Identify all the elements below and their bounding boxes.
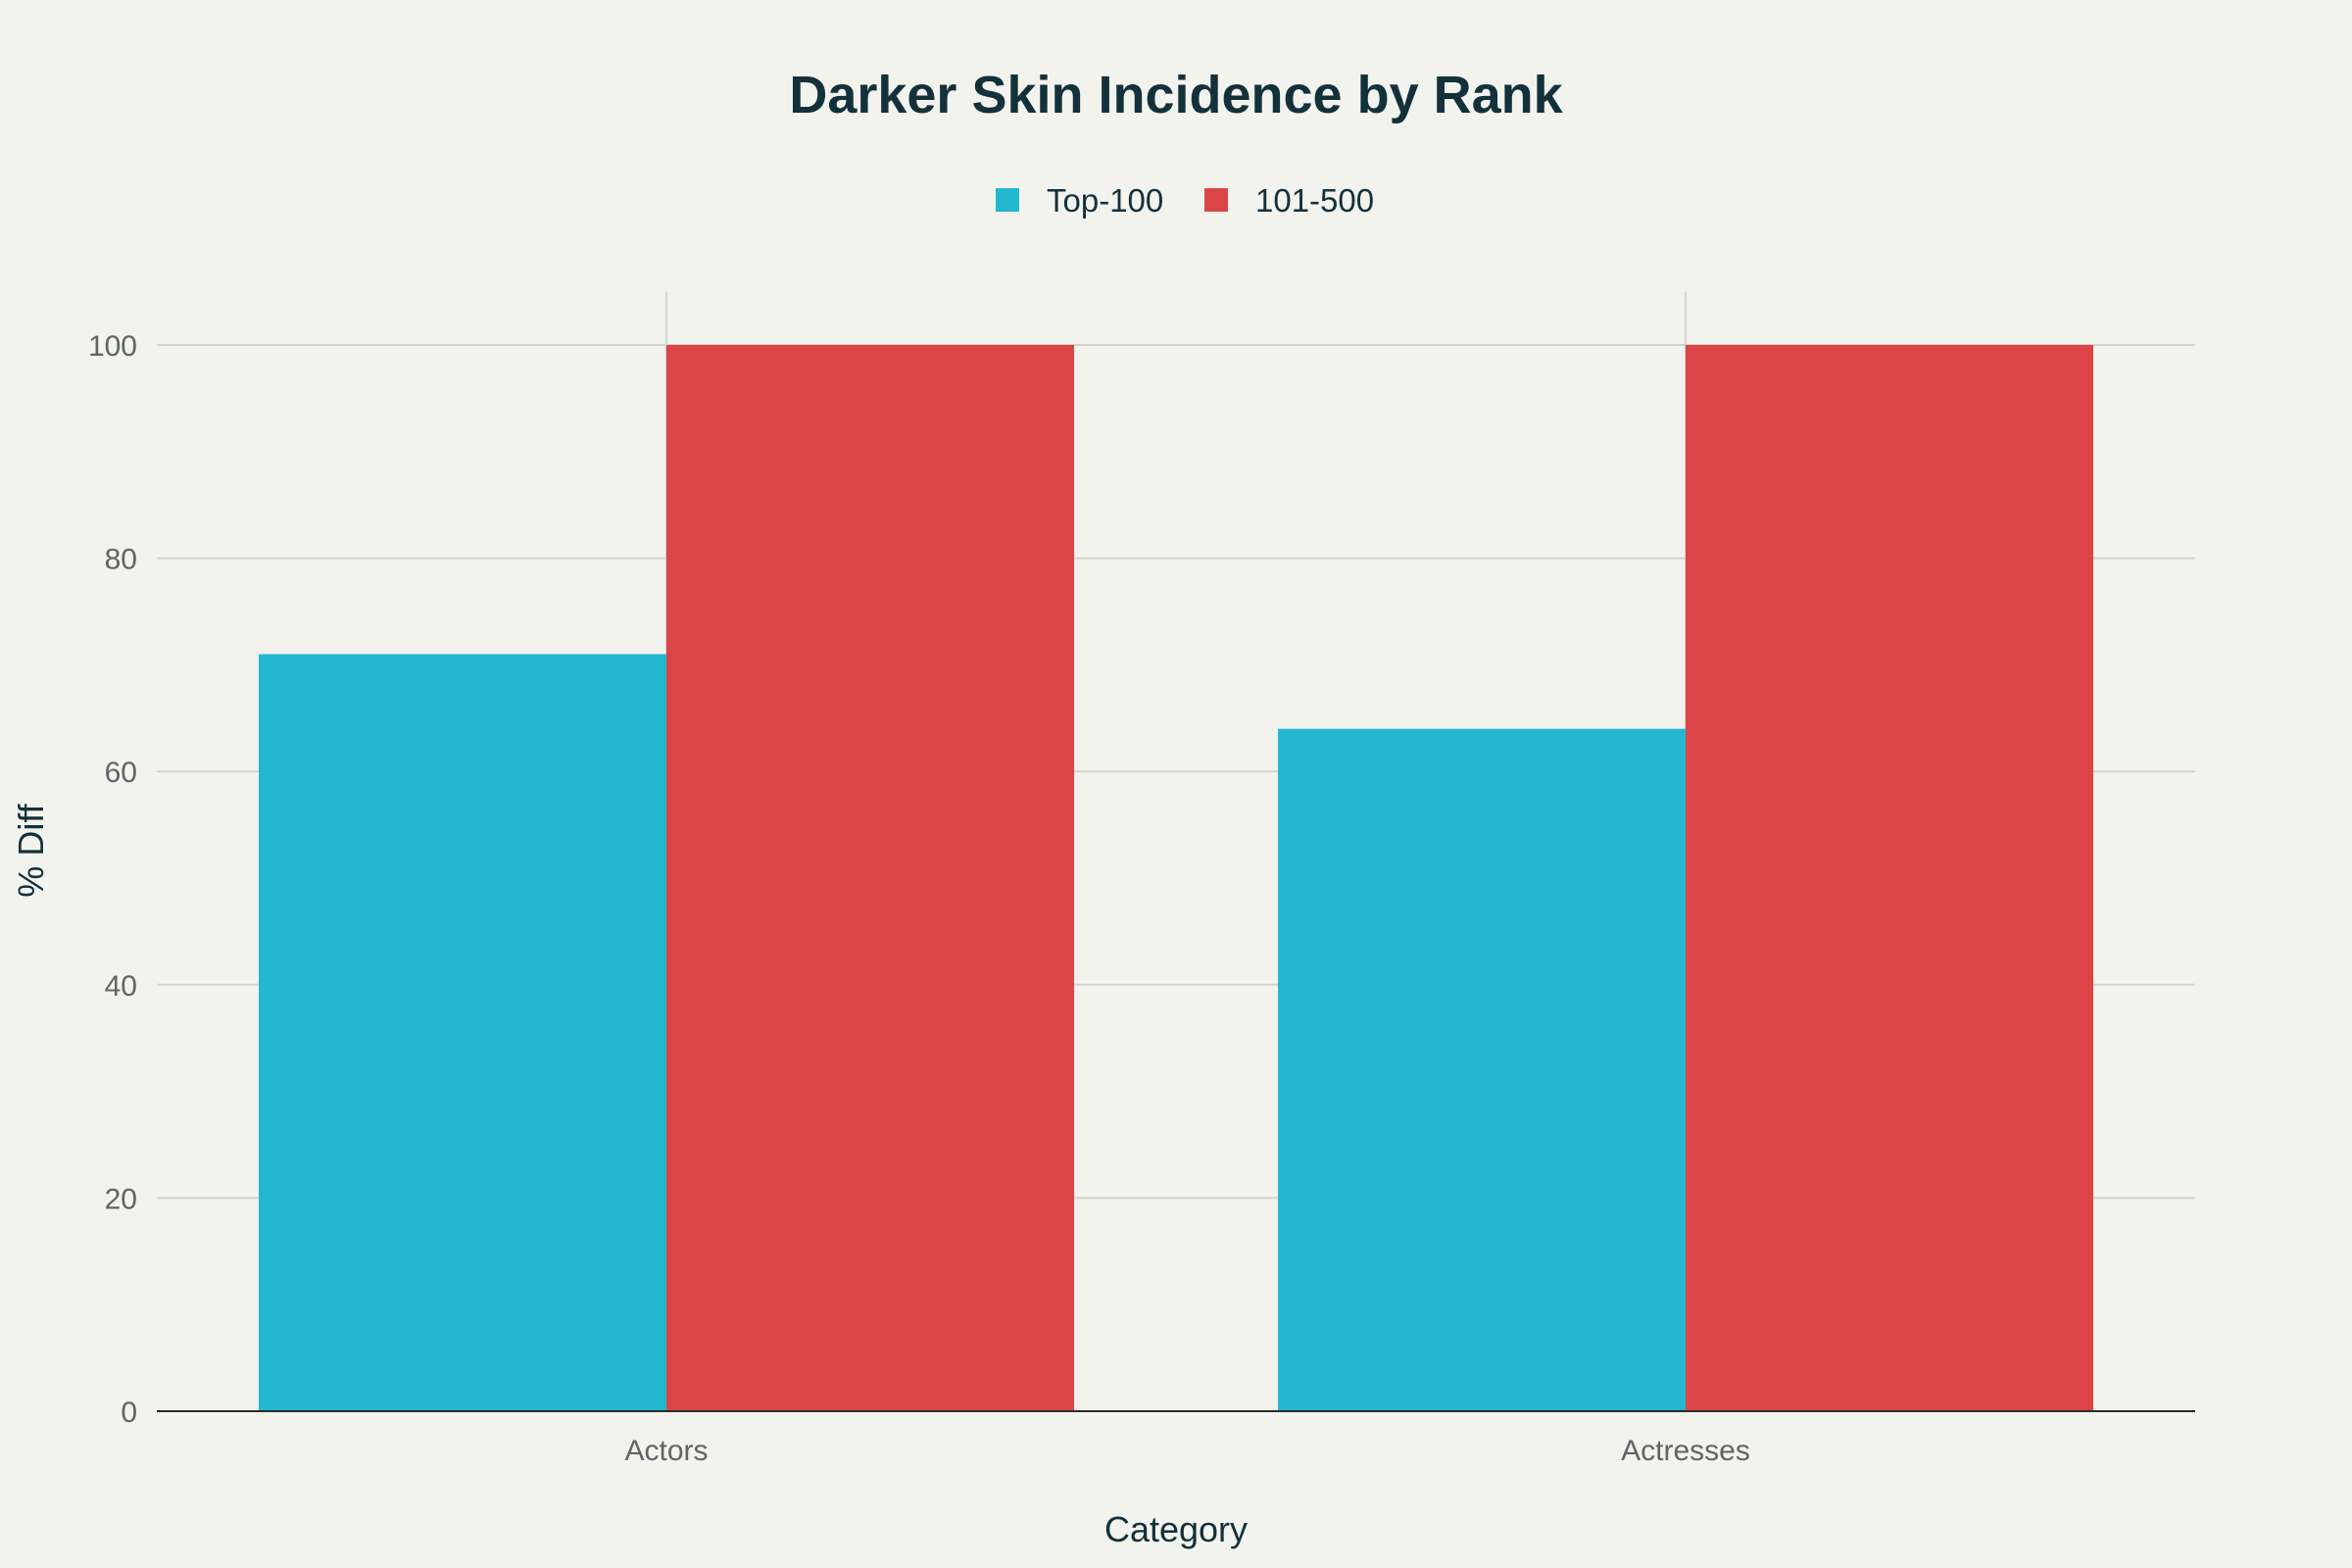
x-tick-label: Actors xyxy=(624,1435,708,1467)
y-tick-label: 40 xyxy=(105,970,137,1003)
legend-swatch xyxy=(996,188,1019,212)
bar-101-500-actors xyxy=(666,345,1074,1411)
y-axis-title: % Diff xyxy=(11,803,51,897)
bar-101-500-actresses xyxy=(1686,345,2093,1411)
bar-top-100-actresses xyxy=(1278,728,1686,1411)
y-tick-label: 80 xyxy=(105,544,137,576)
y-tick-label: 100 xyxy=(88,330,137,363)
x-axis-title: Category xyxy=(1104,1509,1248,1549)
legend-swatch xyxy=(1204,188,1228,212)
bar-top-100-actors xyxy=(259,654,666,1411)
legend-label: Top-100 xyxy=(1047,182,1163,219)
y-tick-label: 20 xyxy=(105,1183,137,1215)
chart-title: Darker Skin Incidence by Rank xyxy=(789,66,1563,124)
y-tick-label: 0 xyxy=(121,1396,137,1429)
legend: Top-100 101-500 xyxy=(996,182,1374,219)
bars xyxy=(259,345,2093,1411)
y-tick-label: 60 xyxy=(105,757,137,789)
axes: 0 20 40 60 80 100 Actors Actresses xyxy=(88,330,2195,1467)
x-tick-label: Actresses xyxy=(1621,1435,1750,1467)
legend-label: 101-500 xyxy=(1255,182,1374,219)
